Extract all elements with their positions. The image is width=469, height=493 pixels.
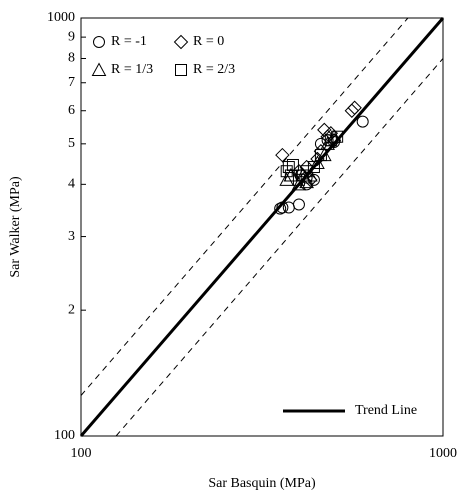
point [275, 147, 290, 163]
y-tick-label: 8 [68, 51, 75, 66]
point [282, 161, 295, 174]
legend-label: Trend Line [355, 403, 417, 418]
y-tick-label: 9 [68, 29, 75, 44]
point [274, 202, 287, 215]
point [175, 64, 187, 76]
point [276, 201, 289, 214]
point [317, 122, 332, 138]
point [300, 165, 313, 178]
legend-label: R = 1/3 [111, 62, 153, 77]
y-tick-label: 5 [68, 136, 75, 151]
point [279, 172, 295, 186]
point [356, 115, 369, 128]
legend-label: R = 0 [193, 34, 224, 49]
x-tick-label: 100 [71, 446, 92, 461]
point [93, 36, 105, 48]
y-tick-label: 3 [68, 229, 75, 244]
legend-label: R = 2/3 [193, 62, 235, 77]
point [344, 103, 360, 118]
point [292, 173, 305, 186]
point [320, 136, 335, 150]
trend-line [79, 17, 445, 437]
point [280, 165, 293, 178]
plot-frame [80, 17, 444, 437]
point [314, 149, 327, 162]
y-tick-label: 6 [68, 103, 75, 118]
x-tick-label: 1000 [429, 446, 457, 461]
y-tick-label: 7 [68, 75, 75, 90]
point [286, 158, 299, 171]
y-tick-label: 100 [54, 428, 75, 443]
point [331, 130, 344, 143]
point [324, 134, 337, 147]
point [302, 167, 318, 182]
y-axis-label: Sar Walker (MPa) [8, 176, 23, 278]
legend-label: R = -1 [111, 34, 147, 49]
point [310, 155, 325, 169]
point [296, 169, 309, 182]
y-tick-label: 1000 [47, 10, 75, 25]
point [91, 62, 107, 76]
y-tick-label: 4 [68, 177, 75, 192]
x-axis-label: Sar Basquin (MPa) [208, 476, 316, 491]
y-tick-label: 2 [68, 302, 75, 317]
point [307, 161, 320, 174]
point [284, 169, 297, 182]
point [299, 159, 314, 175]
point [292, 198, 305, 211]
point [299, 174, 314, 189]
point [173, 34, 189, 50]
point [282, 201, 295, 214]
bound-line [115, 58, 444, 437]
point [347, 100, 362, 115]
